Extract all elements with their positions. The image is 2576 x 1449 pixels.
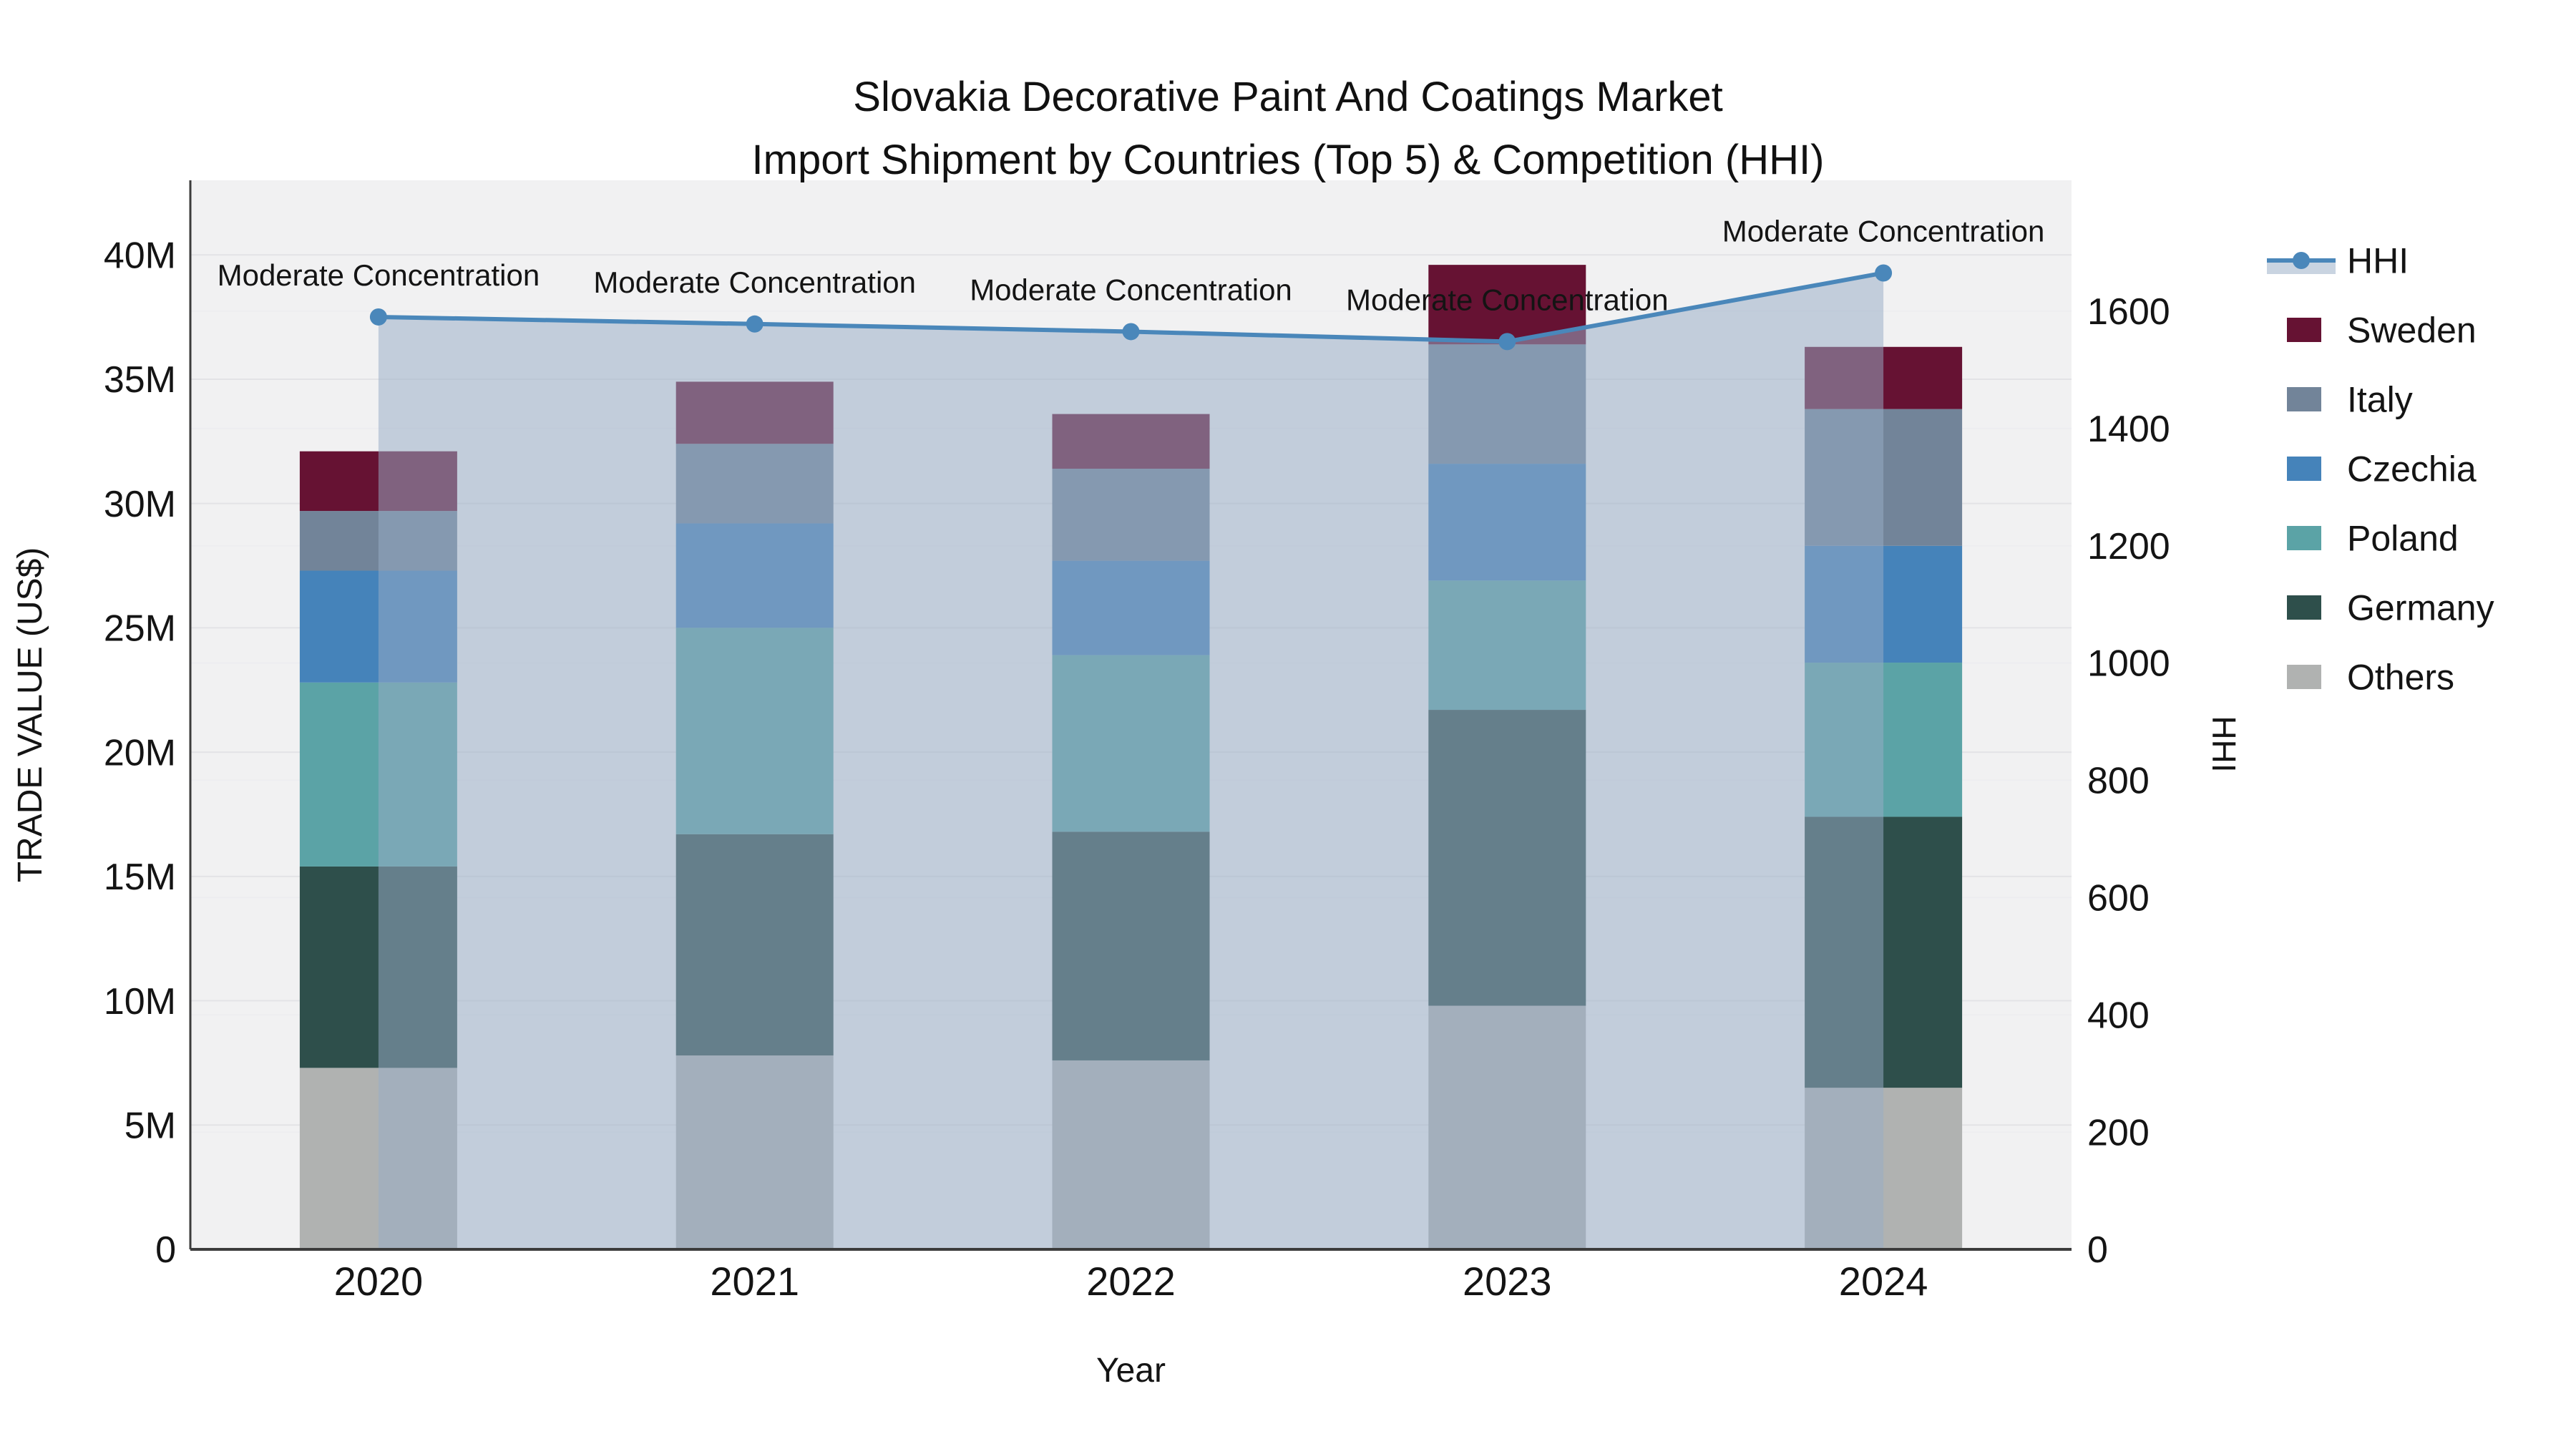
chart-title-line1: Slovakia Decorative Paint And Coatings M…	[853, 74, 1723, 120]
legend-item-hhi[interactable]: HHI	[2267, 241, 2409, 281]
annotation-moderate-concentration-2023: Moderate Concentration	[1346, 283, 1669, 316]
y-axis-left-tick-20M: 20M	[104, 732, 176, 774]
legend-item-czechia[interactable]: Czechia	[2287, 449, 2477, 489]
y-axis-left-tick-25M: 25M	[104, 608, 176, 650]
legend-label-others: Others	[2347, 658, 2454, 698]
legend-label-italy: Italy	[2347, 380, 2413, 420]
y-axis-right-tick-200: 200	[2087, 1112, 2150, 1153]
annotation-moderate-concentration-2022: Moderate Concentration	[970, 273, 1292, 306]
legend-swatch-sweden	[2287, 318, 2321, 342]
legend: HHI Sweden Italy Czechia Poland Germany Others	[2267, 241, 2494, 698]
y-axis-left-tick-40M: 40M	[104, 235, 176, 276]
y-axis-left-title: TRADE VALUE (US$)	[11, 547, 49, 883]
hhi-marker-2022[interactable]	[1122, 323, 1140, 341]
legend-label-czechia: Czechia	[2347, 449, 2477, 489]
legend-item-poland[interactable]: Poland	[2287, 519, 2459, 559]
legend-item-italy[interactable]: Italy	[2287, 380, 2413, 420]
y-axis-right-title: HHI	[2205, 716, 2243, 772]
hhi-marker-2021[interactable]	[746, 315, 763, 333]
annotation-moderate-concentration-2024: Moderate Concentration	[1722, 214, 2045, 248]
y-axis-right-tick-1000: 1000	[2087, 643, 2170, 685]
x-axis-tick-2021: 2021	[710, 1259, 799, 1304]
chart-title: Slovakia Decorative Paint And Coatings M…	[0, 66, 2576, 192]
legend-item-others[interactable]: Others	[2287, 658, 2454, 698]
hhi-marker-2020[interactable]	[369, 308, 387, 326]
x-axis-tick-2023: 2023	[1463, 1259, 1552, 1304]
y-axis-left-tick-0: 0	[155, 1229, 176, 1271]
annotation-moderate-concentration-2021: Moderate Concentration	[593, 265, 916, 299]
x-axis-tick-2022: 2022	[1086, 1259, 1176, 1304]
legend-item-germany[interactable]: Germany	[2287, 588, 2494, 628]
x-axis-tick-2024: 2024	[1839, 1259, 1928, 1304]
legend-swatch-poland	[2287, 526, 2321, 550]
legend-label-sweden: Sweden	[2347, 311, 2477, 351]
y-axis-right-tick-1200: 1200	[2087, 526, 2170, 567]
x-axis-tick-2020: 2020	[334, 1259, 424, 1304]
legend-item-sweden[interactable]: Sweden	[2287, 311, 2477, 351]
legend-swatch-others	[2287, 665, 2321, 689]
legend-swatch-italy	[2287, 387, 2321, 411]
legend-swatch-germany	[2287, 595, 2321, 620]
y-axis-left-tick-15M: 15M	[104, 857, 176, 898]
y-axis-right-tick-600: 600	[2087, 877, 2150, 919]
y-axis-right-tick-800: 800	[2087, 761, 2150, 802]
y-axis-right-tick-0: 0	[2087, 1229, 2108, 1271]
y-axis-left-tick-10M: 10M	[104, 981, 176, 1023]
y-axis-left-tick-5M: 5M	[125, 1105, 176, 1146]
annotation-moderate-concentration-2020: Moderate Concentration	[218, 258, 540, 292]
legend-label-germany: Germany	[2347, 588, 2494, 628]
legend-label-hhi: HHI	[2347, 241, 2409, 281]
legend-label-poland: Poland	[2347, 519, 2459, 559]
y-axis-left-tick-35M: 35M	[104, 359, 176, 401]
y-axis-right-tick-1400: 1400	[2087, 409, 2170, 450]
hhi-marker-2023[interactable]	[1498, 333, 1516, 351]
y-axis-left-tick-30M: 30M	[104, 484, 176, 525]
legend-swatch-czechia	[2287, 457, 2321, 481]
y-axis-right-tick-400: 400	[2087, 995, 2150, 1036]
x-axis-title: Year	[1096, 1352, 1166, 1390]
hhi-area-fill	[378, 273, 1884, 1248]
legend-hhi-marker-swatch	[2293, 252, 2310, 269]
y-axis-right-tick-1600: 1600	[2087, 291, 2170, 333]
hhi-marker-2024[interactable]	[1875, 264, 1893, 282]
chart-title-line2: Import Shipment by Countries (Top 5) & C…	[751, 137, 1825, 183]
